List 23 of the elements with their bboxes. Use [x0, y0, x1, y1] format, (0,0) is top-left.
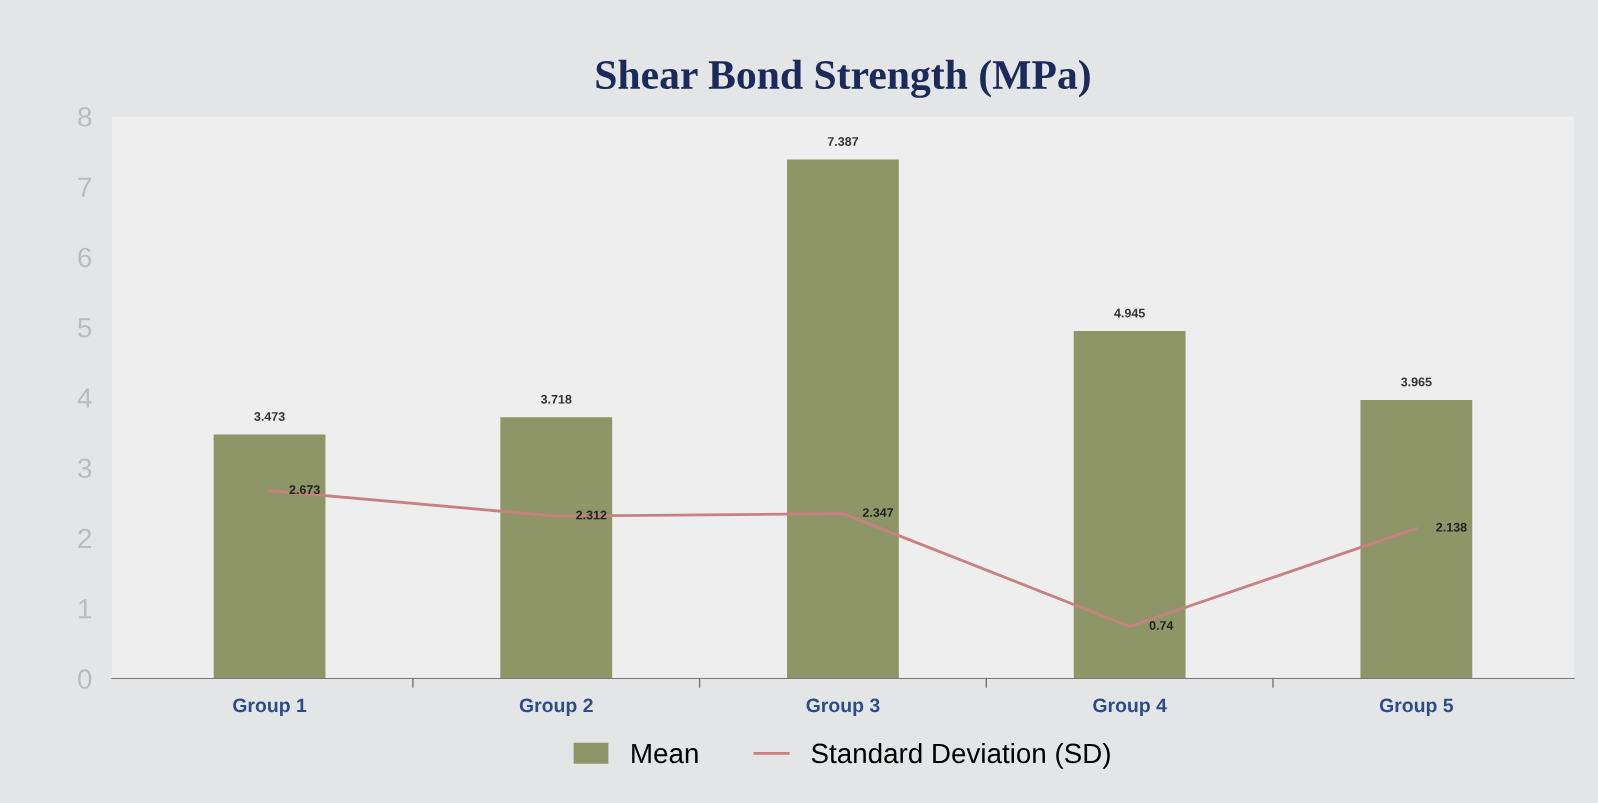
data-label: 2.312	[576, 510, 607, 520]
data-label: 3.718	[540, 394, 572, 404]
bar	[787, 159, 899, 679]
data-label: 2.673	[289, 485, 320, 495]
legend-label: Standard Deviation (SD)	[811, 742, 1110, 769]
data-label: 2.347	[862, 508, 894, 517]
bar	[1360, 399, 1473, 679]
bar	[1073, 331, 1186, 679]
bar	[213, 434, 326, 679]
x-tick-label: Group 3	[806, 698, 880, 717]
data-label: 0.74	[1149, 621, 1174, 630]
data-label: 4.945	[1114, 308, 1145, 318]
x-tick-label: Group 1	[233, 698, 307, 717]
data-label: 3.473	[254, 412, 285, 421]
data-label: 3.965	[1400, 377, 1432, 387]
chart-title: Shear Bond Strength (MPa)	[596, 59, 1090, 98]
data-label: 7.387	[827, 137, 859, 146]
bar	[500, 417, 613, 679]
legend-label: Mean	[632, 743, 698, 764]
x-tick-label: Group 4	[1093, 698, 1167, 717]
data-label: 2.138	[1436, 522, 1467, 532]
x-tick-label: Group 2	[519, 698, 593, 717]
x-tick-label: Group 5	[1379, 698, 1454, 717]
